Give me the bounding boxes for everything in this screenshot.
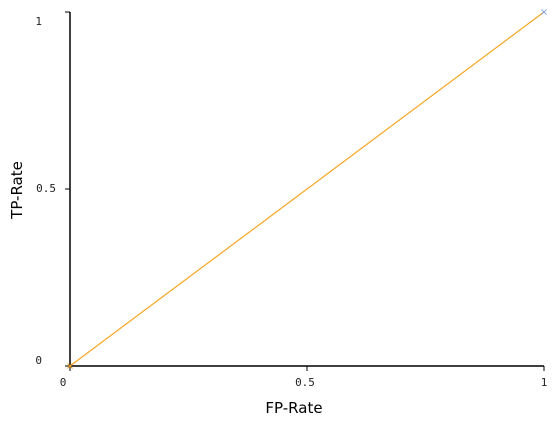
x-axis-title: FP-Rate xyxy=(265,399,322,417)
y-axis-title: TP-Rate xyxy=(8,161,26,220)
x-tick-label: 0 xyxy=(60,376,67,389)
y-ticks: 0 0.5 1 xyxy=(35,11,70,367)
marker-stroke xyxy=(67,363,73,369)
y-tick-label: 0.5 xyxy=(36,182,56,195)
x-tick-label: 0.5 xyxy=(295,376,315,389)
y-tick-label: 1 xyxy=(35,15,42,28)
roc-series-line xyxy=(69,11,545,367)
x-ticks: 0 0.5 1 xyxy=(60,366,548,389)
data-point-marker xyxy=(541,9,547,15)
data-point-marker xyxy=(67,363,73,369)
marker-stroke xyxy=(541,9,547,15)
marker-layer xyxy=(67,9,547,369)
x-tick-label: 1 xyxy=(541,376,548,389)
y-tick-label: 0 xyxy=(35,354,42,367)
series-layer xyxy=(69,11,545,367)
